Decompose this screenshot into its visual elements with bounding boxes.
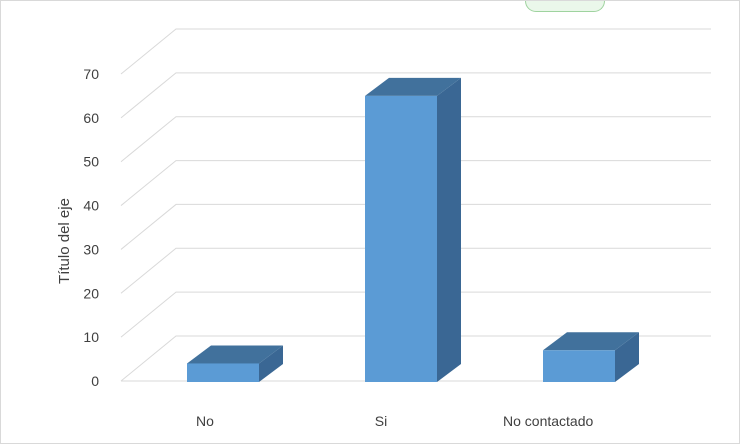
y-axis-title: Título del eje [56,198,73,284]
gridline-50 [120,116,711,163]
gridlines [120,28,711,382]
bar-front [365,95,437,382]
bar-top [365,77,461,96]
gridline-20 [120,247,711,294]
y-tick-label: 0 [91,373,99,389]
y-tick-label: 70 [83,66,99,82]
gridline-60 [120,72,711,119]
y-tick-label: 60 [83,110,99,126]
gridline-40 [120,160,711,206]
y-tick-label: 20 [83,285,99,301]
bar-side [259,345,283,382]
x-category-label: No contactado [503,413,593,429]
bar-front [187,363,259,382]
gridline-70 [120,28,711,75]
x-category-label: Si [375,413,387,429]
bar-no-contactado [543,332,639,382]
gridline-0 [120,335,711,382]
x-category-label: No [196,413,214,429]
y-tick-label: 40 [83,198,99,214]
gridline-30 [120,203,711,250]
bar-top [543,332,639,351]
x-axis-categories: No Si No contactado [196,413,593,429]
bar-si [365,77,461,382]
y-tick-label: 50 [83,154,99,170]
y-axis-ticks: 0 10 20 30 40 50 60 70 [83,66,99,389]
bar-top [187,345,283,364]
bar-side [437,77,461,382]
bars [187,77,639,382]
y-tick-label: 30 [83,241,99,257]
y-tick-label: 10 [83,329,99,345]
gridline-10 [120,291,711,338]
bar-side [615,332,639,382]
bar-no [187,345,283,382]
bar-front [543,350,615,382]
